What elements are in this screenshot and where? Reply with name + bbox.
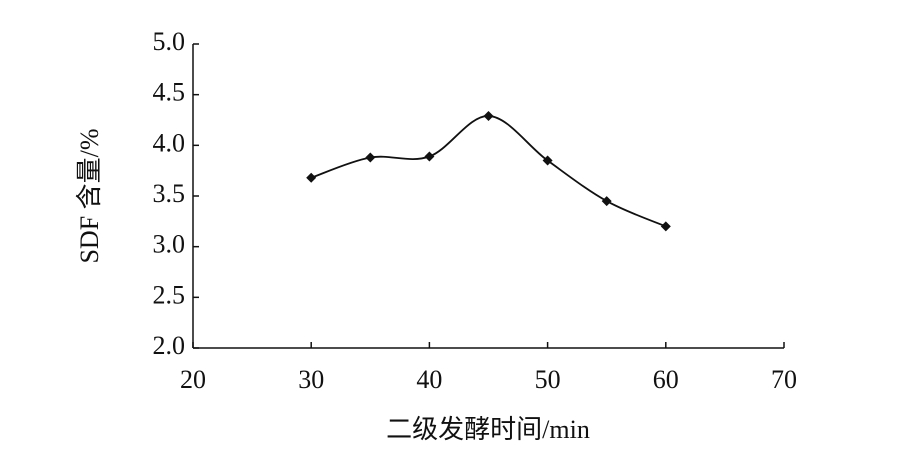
x-tick-label: 40	[416, 365, 442, 394]
marker	[542, 155, 553, 166]
marker	[660, 221, 671, 232]
marker	[601, 196, 612, 207]
marker	[424, 151, 435, 162]
x-tick-label: 50	[535, 365, 561, 394]
x-tick-label: 60	[653, 365, 679, 394]
y-tick-label: 2.5	[153, 280, 186, 309]
y-tick-label: 2.0	[153, 331, 186, 360]
x-axis-label: 二级发酵时间/min	[386, 415, 590, 444]
x-tick-label: 30	[298, 365, 324, 394]
y-tick-label: 5.0	[153, 27, 186, 56]
y-tick-label: 3.0	[153, 230, 186, 259]
y-tick-label: 4.5	[153, 78, 186, 107]
y-tick-label: 4.0	[153, 128, 186, 157]
x-tick-label: 70	[771, 365, 797, 394]
y-tick-label: 3.5	[153, 179, 186, 208]
x-tick-label: 20	[180, 365, 206, 394]
marker	[306, 172, 317, 183]
marker	[483, 110, 494, 121]
line	[310, 115, 667, 228]
y-axis-label: SDF 含量/%	[75, 128, 104, 263]
marker	[365, 152, 376, 163]
